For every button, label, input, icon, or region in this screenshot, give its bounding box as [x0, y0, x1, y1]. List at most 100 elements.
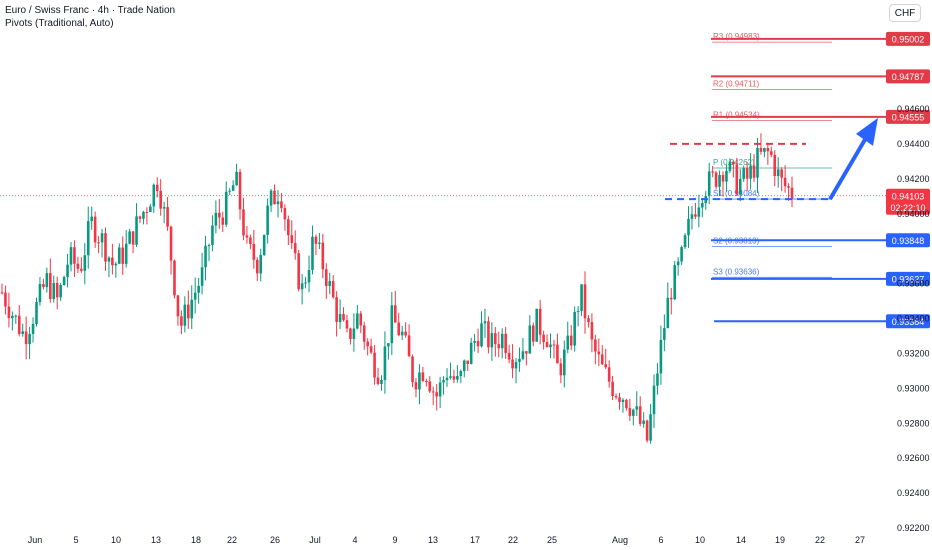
candle-body	[335, 297, 338, 322]
price-tick-label: 0.93600	[897, 279, 930, 289]
current-price-tag	[886, 188, 930, 215]
candle-body	[204, 245, 207, 268]
candle-body	[387, 343, 390, 347]
candle-body	[473, 341, 476, 343]
candle-body	[587, 318, 590, 323]
candle-body	[83, 255, 87, 271]
candle-body	[48, 273, 52, 299]
candle-body	[228, 190, 231, 192]
candle-body	[180, 316, 183, 326]
pivot-label-r1: R1 (0.94534)	[713, 111, 760, 120]
candle-body	[673, 265, 677, 300]
candle-body	[435, 392, 438, 397]
candle-body	[687, 218, 690, 236]
candle-body	[563, 349, 566, 376]
candle-body	[690, 214, 694, 219]
candle-body	[35, 301, 38, 324]
candle-body	[307, 270, 311, 283]
candle-body	[787, 186, 790, 188]
candle-body	[297, 253, 300, 290]
candle-body	[28, 333, 31, 345]
candle-body	[114, 263, 118, 266]
candle-body	[86, 221, 90, 256]
candle-body	[676, 261, 680, 266]
time-tick-label: 22	[815, 535, 825, 545]
candle-body	[504, 333, 507, 353]
candle-body	[697, 207, 701, 217]
candle-body	[214, 212, 218, 226]
candle-body	[90, 216, 93, 222]
candle-body	[255, 259, 259, 274]
candle-body	[404, 331, 407, 336]
candle-body	[666, 297, 670, 329]
candle-body	[466, 360, 470, 364]
candle-body	[669, 297, 673, 300]
projection-arrow-shaft	[828, 136, 868, 201]
candle-body	[452, 376, 456, 380]
candle-body	[245, 235, 249, 238]
candle-body	[173, 260, 176, 296]
candle-body	[770, 151, 773, 155]
candle-body	[183, 304, 187, 326]
time-axis[interactable]: Jun 5 10 13 18 22 26 Jul 4 9 13 17 22 25 Aug 6 10 14 19 22 2…	[28, 535, 865, 545]
candle-body	[638, 406, 642, 424]
candle-body	[497, 344, 501, 349]
candle-body	[521, 351, 525, 359]
price-axis[interactable]: 0.94600 0.94400 0.94200 0.94000 0.93600 0.934…	[897, 104, 930, 533]
candle-body	[100, 233, 104, 243]
candle-body	[131, 231, 135, 245]
time-tick-label: Jul	[309, 535, 321, 545]
candle-body	[594, 339, 597, 352]
candle-body	[293, 243, 297, 254]
candle-body	[211, 225, 214, 245]
time-tick-label: 5	[73, 535, 78, 545]
price-tick-label: 0.94000	[897, 209, 930, 219]
candle-body	[583, 284, 587, 319]
candle-body	[459, 371, 463, 376]
candle-body	[542, 334, 545, 343]
time-tick-label: 27	[855, 535, 865, 545]
candle-body	[314, 236, 318, 244]
candle-body	[380, 380, 383, 384]
candle-body	[362, 325, 366, 342]
currency-button[interactable]: CHF	[889, 4, 921, 22]
candle-body	[752, 165, 756, 178]
level-tag	[886, 69, 930, 84]
candle-body	[24, 331, 28, 345]
candle-body	[300, 283, 304, 290]
candle-body	[604, 364, 608, 368]
candle-body	[732, 161, 735, 165]
candle-body	[749, 165, 752, 179]
candle-body	[93, 216, 97, 243]
candle-body	[790, 187, 794, 199]
candle-body	[338, 314, 342, 322]
candle-body	[611, 381, 614, 397]
candle-body	[73, 247, 76, 264]
candle-body	[145, 211, 149, 213]
price-tick-label: 0.92600	[897, 453, 930, 463]
candle-body	[304, 282, 307, 284]
candle-body	[411, 356, 414, 383]
candle-body	[159, 191, 162, 209]
candle-body	[283, 208, 287, 220]
candle-body	[556, 344, 559, 364]
candle-body	[59, 284, 62, 298]
candle-body	[425, 380, 428, 382]
indicator-label[interactable]: Pivots (Traditional, Auto)	[5, 18, 114, 29]
candle-body	[725, 170, 728, 182]
candle-body	[438, 382, 442, 397]
candle-body	[231, 185, 235, 191]
candle-body	[393, 305, 397, 323]
candle-body	[21, 331, 24, 334]
candle-body	[569, 335, 573, 346]
level-tag	[886, 109, 930, 124]
candle-body	[290, 235, 294, 244]
candle-body	[62, 277, 66, 285]
candle-body	[421, 372, 425, 381]
candle-body	[714, 172, 718, 187]
level-tag	[886, 271, 930, 286]
candle-body	[494, 333, 497, 345]
candle-body	[107, 257, 111, 262]
candle-body	[121, 247, 125, 264]
